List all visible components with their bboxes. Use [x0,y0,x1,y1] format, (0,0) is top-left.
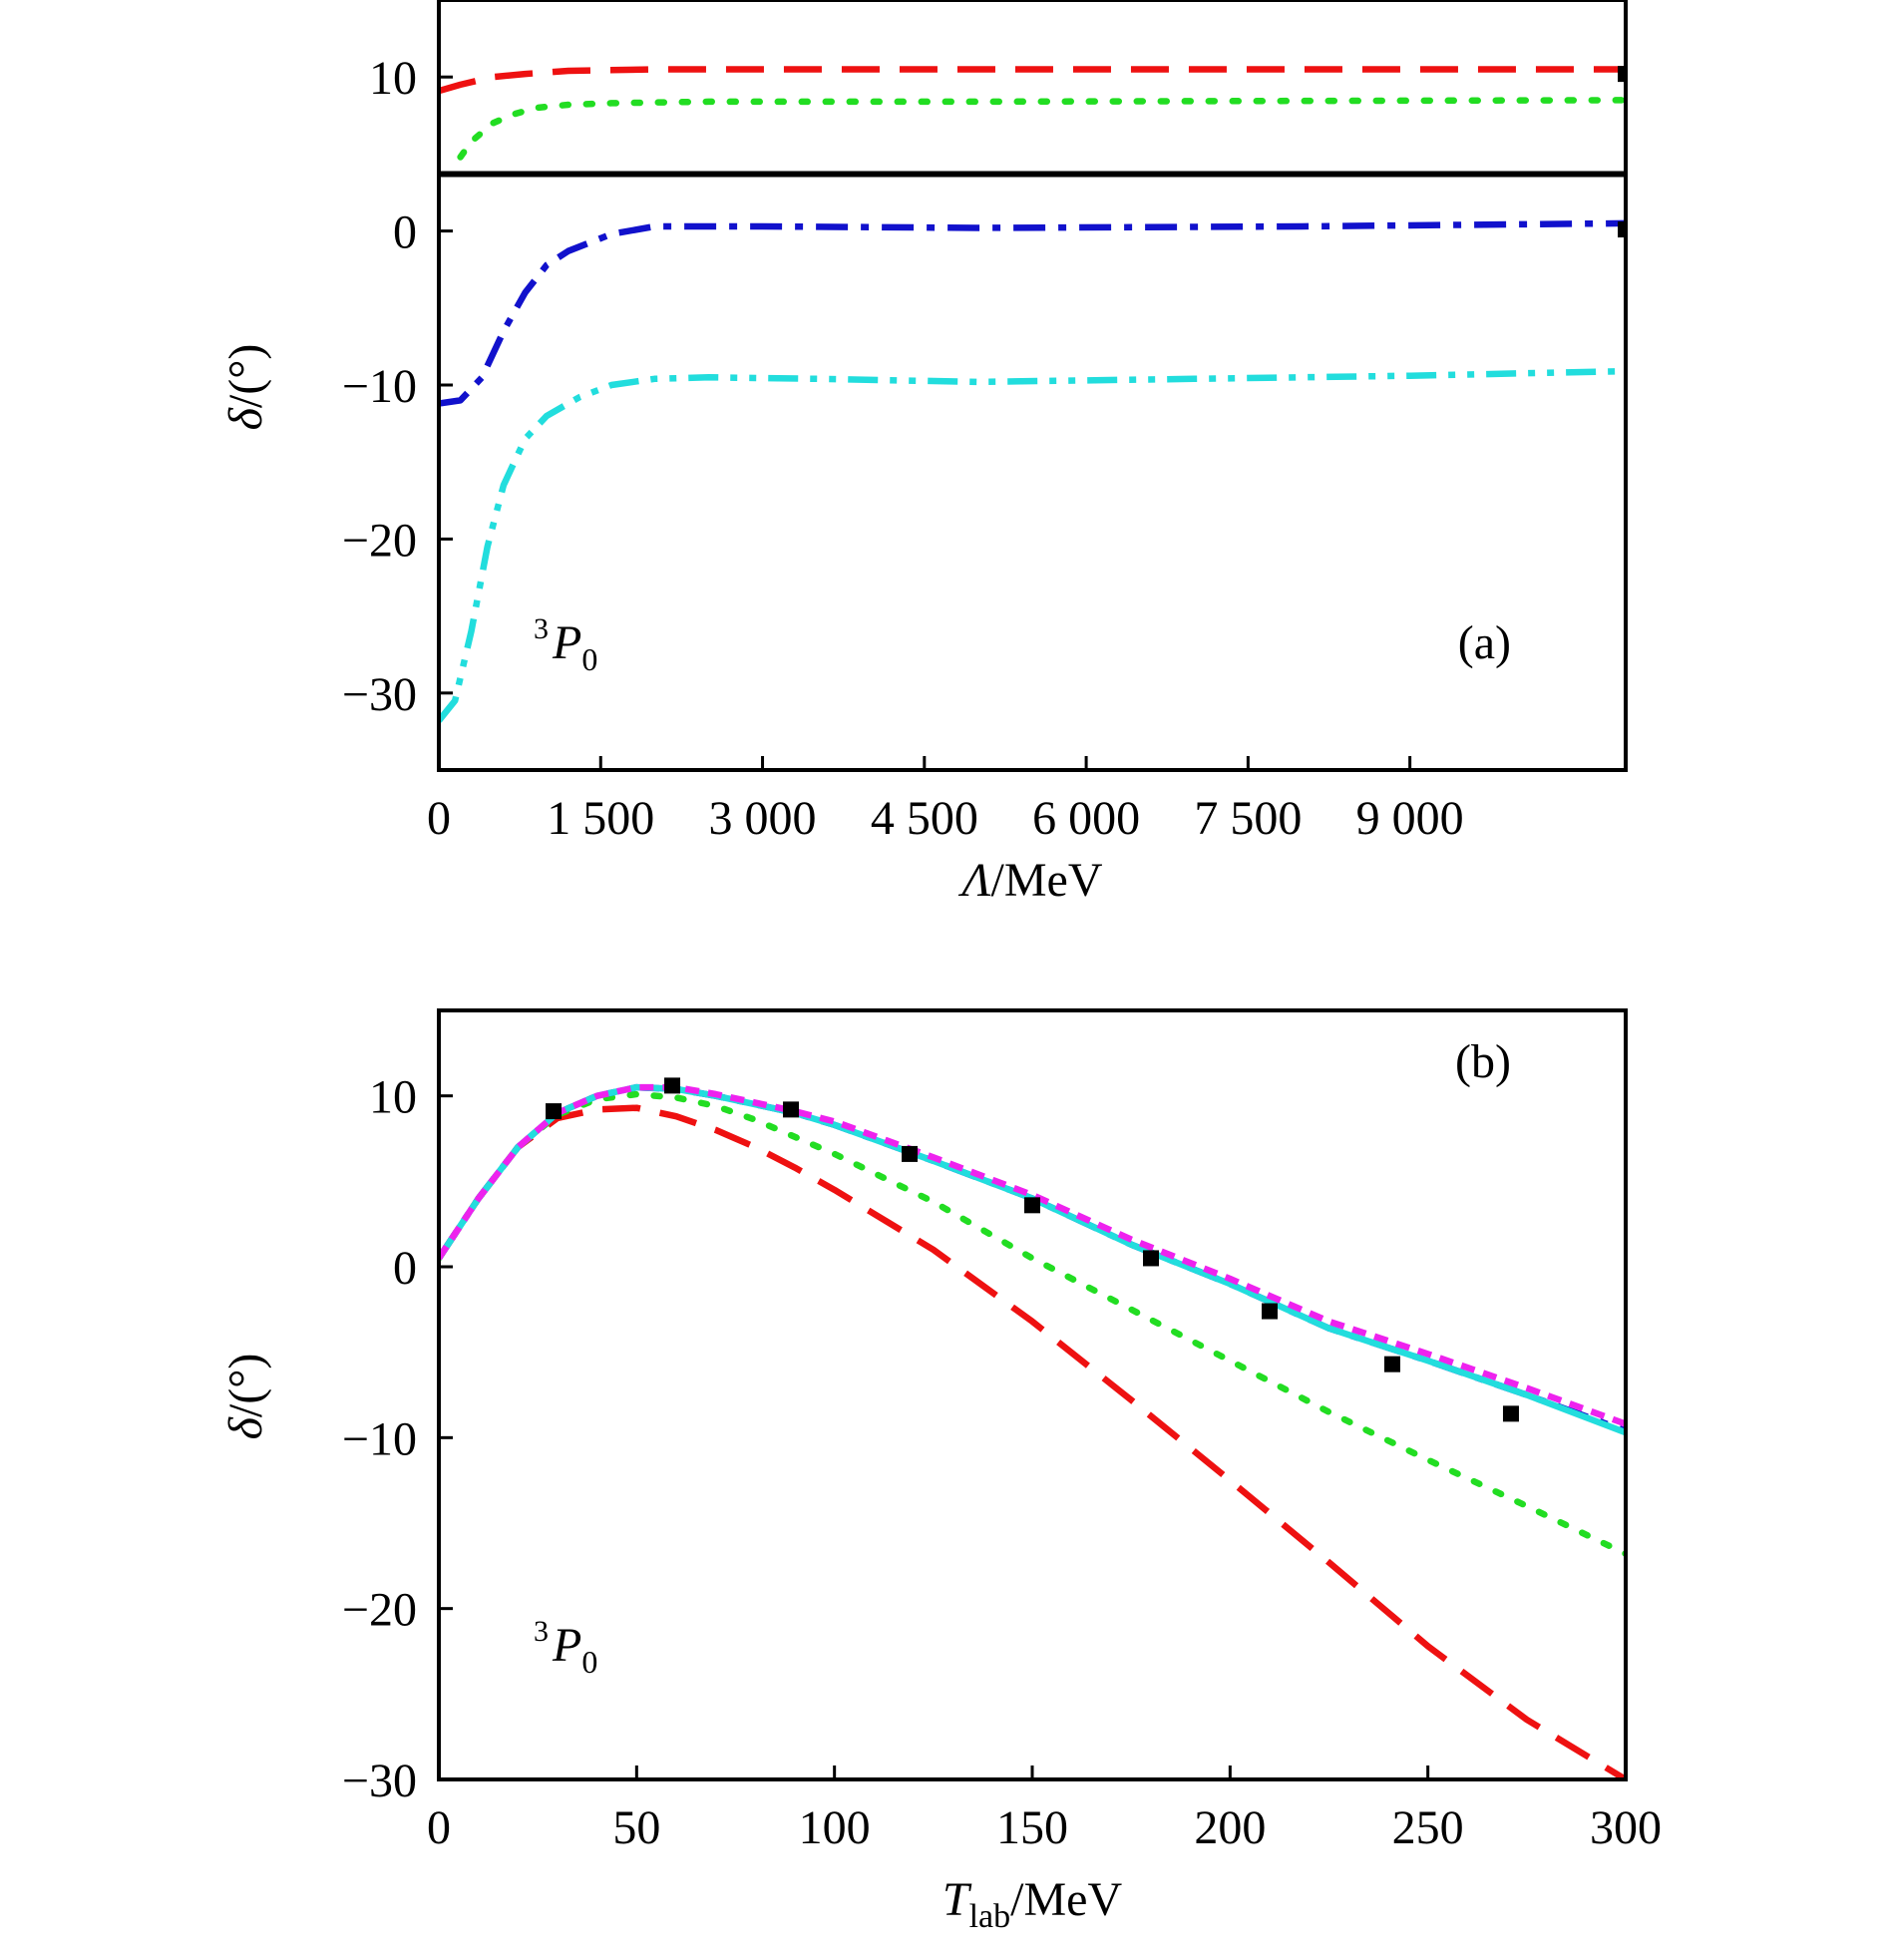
x-tick-label: 7 500 [1194,792,1302,845]
x-axis-label: Tlab/MeV [942,1873,1123,1935]
x-tick-label: 250 [1392,1801,1464,1854]
state-subscript: 0 [581,1644,597,1680]
x-tick-label: 300 [1590,1801,1662,1854]
x-tick-label: 9 000 [1356,792,1464,845]
data-point-square [664,1077,681,1094]
plot-area [439,1077,1626,1779]
data-point-square [546,1103,563,1120]
x-tick-label: 0 [427,1801,451,1854]
state-subscript: 0 [581,641,597,677]
y-tick-label: −10 [342,1412,417,1465]
series-line-dashed-1 [439,66,1626,95]
data-point-square [1618,221,1626,238]
x-axis-unit: /MeV [1010,1873,1122,1926]
x-axis-symbol: Λ [958,854,991,907]
y-tick-label: 0 [393,206,417,259]
y-tick-label: −20 [342,1584,417,1637]
y-axis-unit: /(°) [219,344,272,409]
y-axis-symbol: δ [219,1416,272,1439]
y-axis-symbol: δ [219,407,272,430]
x-tick-label: 3 000 [709,792,817,845]
state-annotation: 3P0 [534,1615,597,1680]
data-point-square [1383,1356,1400,1372]
state-annotation: 3P0 [534,612,597,677]
y-tick-label: 10 [369,1071,417,1124]
x-tick-label: 6 000 [1032,792,1140,845]
state-superscript: 3 [534,1615,549,1648]
x-tick-label: 4 500 [871,792,978,845]
data-point-square [1618,66,1626,83]
data-point-square [783,1101,800,1118]
x-axis-unit: /MeV [991,854,1103,907]
plot-frame [437,1008,1628,1781]
y-tick-label: −30 [342,1755,417,1807]
y-tick-label: 0 [393,1242,417,1295]
x-axis-symbol: T [942,1873,972,1926]
panel-b: 0 50 100 150 200 250 300−30−20−10010Tlab/MeVδ/… [219,1008,1662,1935]
x-tick-label: 100 [799,1801,871,1854]
panel-a: 0 1 500 3 000 4 500 6 000 7 500 9 000 −30 −20 −10… [219,0,1628,907]
y-tick-label: −10 [342,360,417,413]
state-letter: P [552,616,581,669]
y-tick-label: 10 [369,52,417,105]
x-axis-subscript: lab [969,1898,1011,1935]
x-axis-label: Λ/MeV [958,854,1103,907]
y-tick-label: −20 [342,514,417,567]
data-point-square [1502,1405,1519,1422]
y-axis-label: δ/(°) [219,344,272,431]
data-point-square [902,1145,919,1162]
series-line-dashdot-3 [439,219,1626,407]
panel-label: (a) [1458,616,1511,669]
state-letter: P [552,1619,581,1672]
plot-area [439,66,1626,723]
x-tick-label: 0 [427,792,451,845]
x-tick-label: 50 [612,1801,660,1854]
data-point-square [1143,1250,1159,1267]
state-superscript: 3 [534,612,549,645]
x-tick-label: 200 [1194,1801,1266,1854]
series-line-dotted-1 [439,1090,1626,1558]
data-point-square [1262,1303,1278,1320]
x-tick-label: 150 [996,1801,1068,1854]
y-tick-label: −30 [342,668,417,721]
y-axis-label: δ/(°) [219,1354,272,1440]
data-point-square [1024,1197,1040,1214]
series-line-dotted-2 [457,97,1626,161]
y-axis-unit: /(°) [219,1354,272,1418]
series-line-dashdotdot-4 [439,367,1626,723]
x-tick-label: 1 500 [547,792,654,845]
panel-label: (b) [1455,1035,1511,1088]
